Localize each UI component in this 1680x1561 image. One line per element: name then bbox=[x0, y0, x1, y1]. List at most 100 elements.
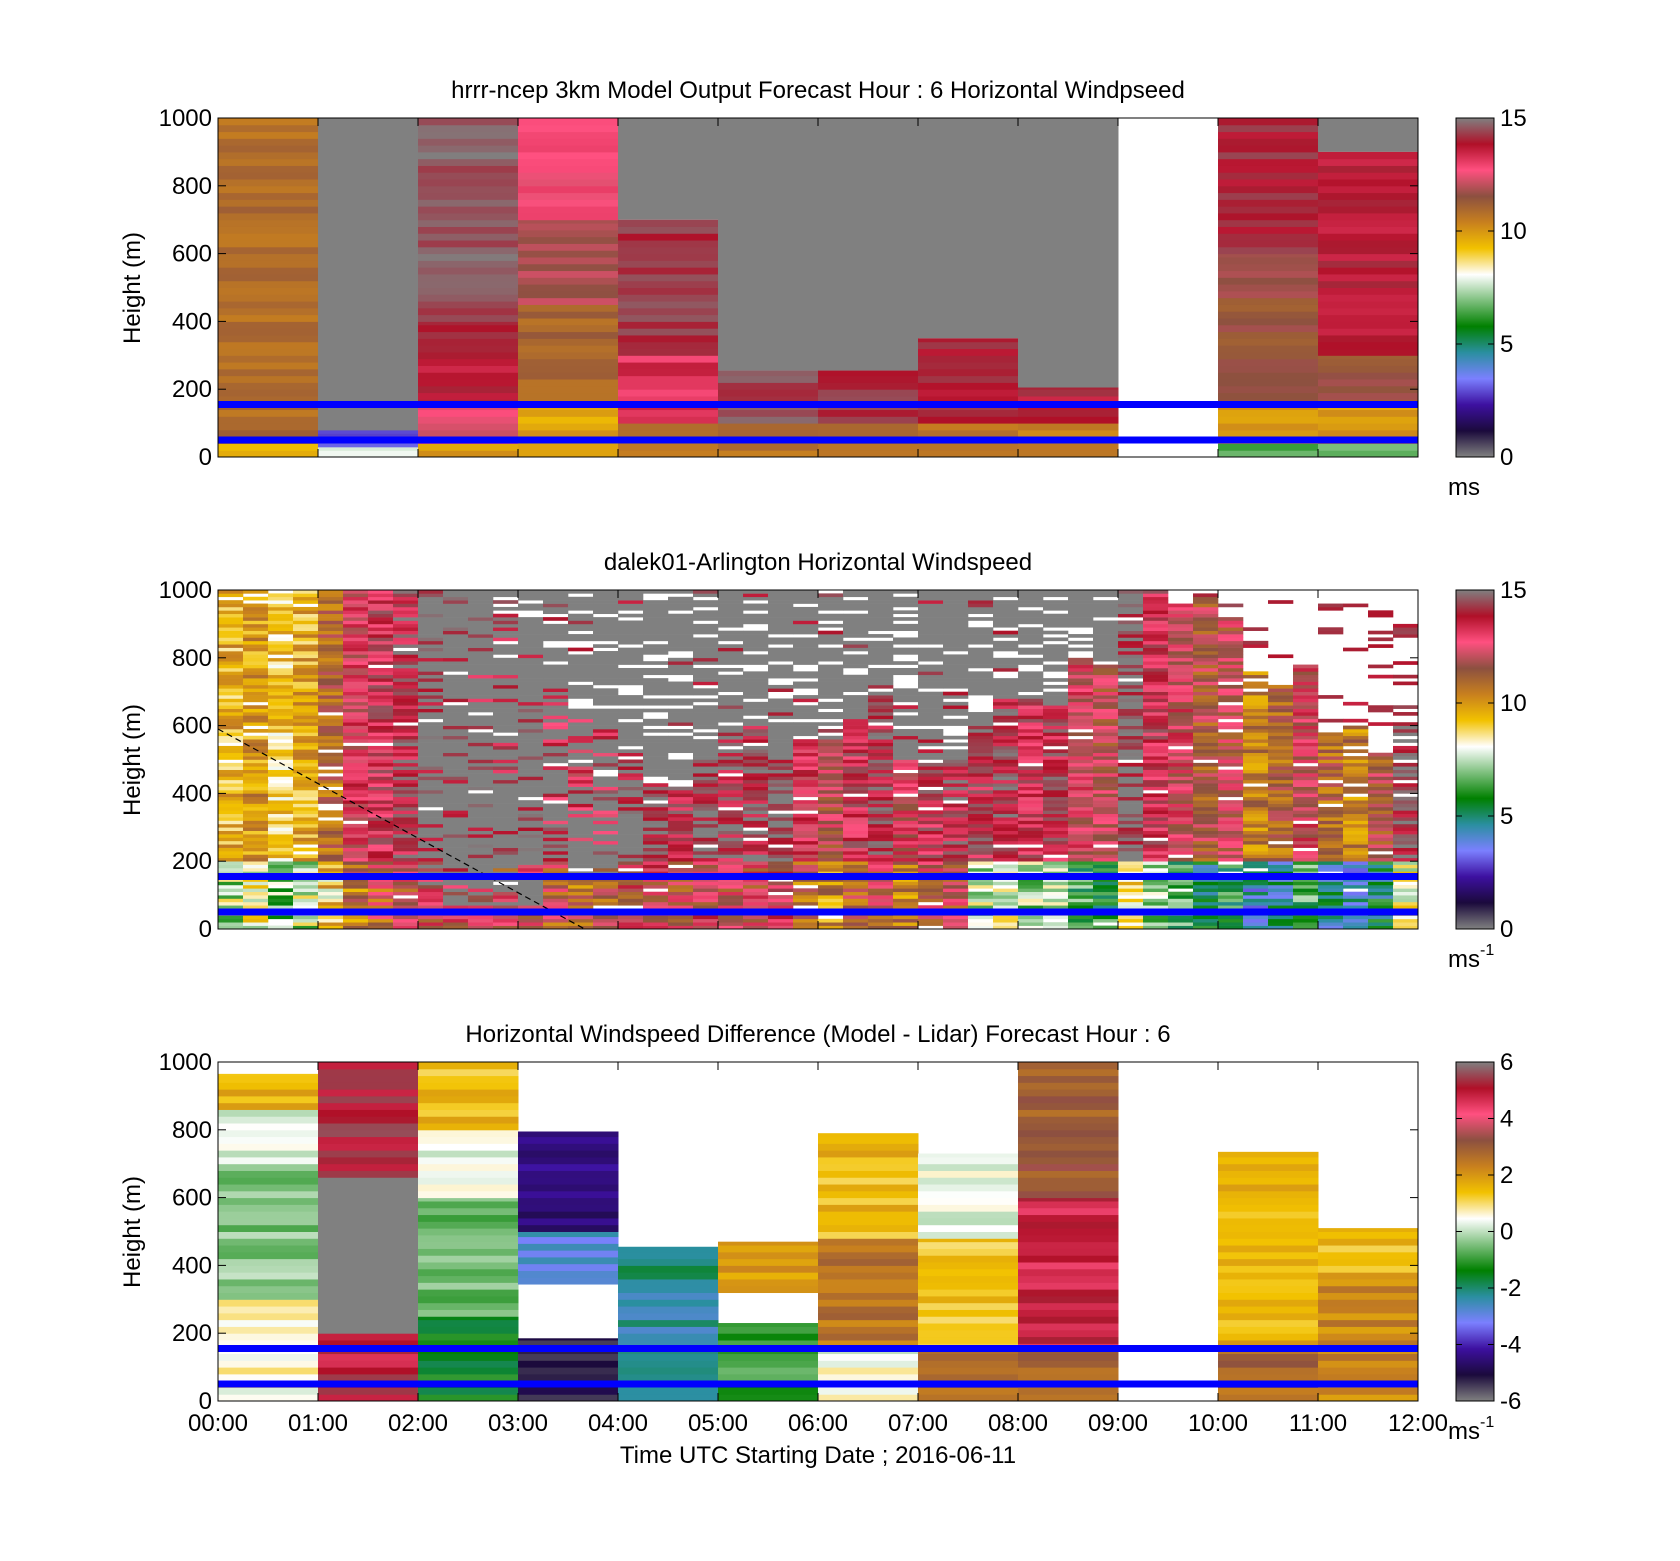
heatmap-cell bbox=[993, 786, 1019, 791]
heatmap-cell bbox=[1018, 884, 1044, 889]
panel-lidar-title: dalek01-Arlington Horizontal Windspeed bbox=[604, 549, 1032, 576]
heatmap-cell bbox=[493, 617, 519, 621]
heatmap-cell bbox=[1218, 324, 1319, 333]
heatmap-cell bbox=[1168, 752, 1194, 757]
heatmap-cell bbox=[1118, 901, 1144, 906]
heatmap-cell bbox=[1068, 674, 1094, 679]
heatmap-cell bbox=[468, 698, 494, 703]
heatmap-cell bbox=[1143, 688, 1169, 692]
heatmap-cell bbox=[1068, 749, 1094, 754]
heatmap-cell bbox=[768, 918, 794, 923]
heatmap-cell bbox=[1268, 867, 1294, 872]
heatmap-cell bbox=[1143, 834, 1169, 838]
heatmap-cell bbox=[1368, 901, 1394, 906]
heatmap-cell bbox=[1218, 385, 1319, 394]
heatmap-cell bbox=[218, 613, 244, 618]
heatmap-cell bbox=[1168, 925, 1194, 929]
heatmap-cell bbox=[393, 651, 419, 655]
heatmap-cell bbox=[818, 830, 844, 835]
heatmap-cell bbox=[1043, 891, 1069, 896]
heatmap-cell bbox=[843, 617, 869, 621]
heatmap-cell bbox=[968, 796, 994, 801]
heatmap-cell bbox=[1018, 834, 1044, 838]
heatmap-cell bbox=[393, 867, 419, 872]
heatmap-cell bbox=[1093, 735, 1119, 740]
heatmap-cell bbox=[893, 844, 919, 848]
heatmap-cell bbox=[1068, 759, 1094, 764]
heatmap-cell bbox=[1318, 406, 1418, 411]
heatmap-cell bbox=[1193, 708, 1219, 713]
heatmap-cell bbox=[693, 712, 719, 716]
heatmap-cell bbox=[693, 901, 719, 906]
heatmap-cell bbox=[1343, 847, 1369, 852]
heatmap-cell bbox=[593, 840, 619, 845]
heatmap-cell bbox=[418, 1190, 519, 1199]
heatmap-cell bbox=[568, 749, 594, 754]
heatmap-cell bbox=[1268, 783, 1294, 787]
heatmap-cell bbox=[1168, 620, 1194, 625]
heatmap-cell bbox=[468, 793, 494, 798]
heatmap-cell bbox=[618, 861, 644, 865]
heatmap-cell bbox=[1068, 861, 1094, 865]
heatmap-cell bbox=[1068, 922, 1094, 926]
heatmap-cell bbox=[943, 596, 969, 601]
heatmap-cell bbox=[1118, 603, 1144, 608]
heatmap-cell bbox=[918, 796, 944, 801]
heatmap-cell bbox=[1068, 681, 1094, 686]
heatmap-cell bbox=[843, 742, 869, 747]
heatmap-cell bbox=[568, 793, 594, 798]
heatmap-cell bbox=[1218, 365, 1319, 373]
heatmap-cell bbox=[1343, 823, 1369, 828]
heatmap-cell bbox=[943, 759, 969, 764]
heatmap-cell bbox=[1168, 698, 1194, 703]
heatmap-cell bbox=[468, 654, 494, 659]
heatmap-cell bbox=[768, 593, 794, 598]
heatmap-cell bbox=[868, 742, 894, 747]
heatmap-cell bbox=[793, 661, 819, 665]
heatmap-cell bbox=[618, 627, 644, 631]
heatmap-cell bbox=[1218, 847, 1244, 852]
heatmap-cell bbox=[1143, 684, 1169, 689]
heatmap-cell bbox=[718, 881, 744, 886]
heatmap-cell bbox=[1068, 895, 1094, 899]
heatmap-cell bbox=[368, 722, 394, 726]
heatmap-cell bbox=[1068, 847, 1094, 852]
heatmap-cell bbox=[543, 684, 569, 689]
heatmap-cell bbox=[1368, 895, 1394, 899]
heatmap-cell bbox=[418, 844, 444, 848]
heatmap-cell bbox=[843, 786, 869, 791]
heatmap-cell bbox=[743, 773, 769, 777]
heatmap-cell bbox=[968, 793, 994, 798]
heatmap-cell bbox=[718, 654, 744, 659]
heatmap-cell bbox=[368, 644, 394, 648]
heatmap-cell bbox=[943, 678, 969, 682]
heatmap-cell bbox=[943, 634, 969, 638]
heatmap-cell bbox=[1193, 779, 1219, 784]
heatmap-cell bbox=[643, 766, 669, 770]
heatmap-cell bbox=[243, 681, 269, 686]
heatmap-cell bbox=[693, 637, 719, 642]
heatmap-cell bbox=[218, 1339, 319, 1348]
heatmap-cell bbox=[843, 895, 869, 899]
heatmap-cell bbox=[518, 1197, 619, 1205]
heatmap-cell bbox=[618, 678, 644, 682]
heatmap-cell bbox=[693, 878, 719, 882]
heatmap-cell bbox=[1193, 715, 1219, 720]
heatmap-cell bbox=[368, 776, 394, 781]
heatmap-cell bbox=[343, 701, 369, 706]
heatmap-cell bbox=[268, 647, 294, 652]
heatmap-cell bbox=[668, 820, 694, 825]
heatmap-cell bbox=[1343, 718, 1369, 723]
heatmap-cell bbox=[968, 813, 994, 818]
heatmap-cell bbox=[693, 613, 719, 618]
heatmap-cell bbox=[668, 603, 694, 608]
heatmap-cell bbox=[818, 834, 844, 838]
heatmap-cell bbox=[1093, 918, 1119, 923]
heatmap-cell bbox=[1343, 864, 1369, 869]
heatmap-cell bbox=[1193, 600, 1219, 604]
heatmap-cell bbox=[1218, 722, 1244, 726]
heatmap-cell bbox=[1118, 773, 1144, 777]
heatmap-cell bbox=[643, 790, 669, 794]
heatmap-cell bbox=[368, 590, 394, 594]
heatmap-cell bbox=[793, 891, 819, 896]
